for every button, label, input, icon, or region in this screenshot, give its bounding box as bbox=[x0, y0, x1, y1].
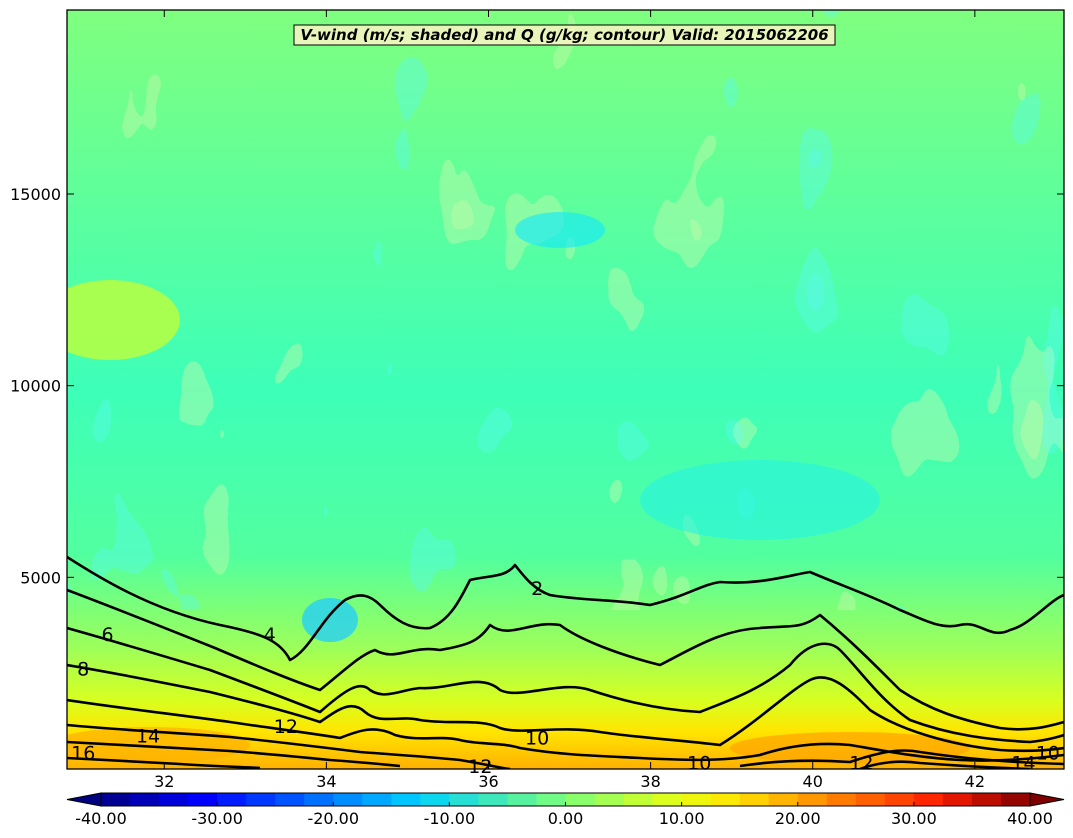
shaded-blob-cyan-mid bbox=[515, 212, 605, 248]
y-tick-label: 15000 bbox=[10, 185, 61, 204]
x-tick-label: 38 bbox=[640, 772, 660, 791]
colorbar-swatch bbox=[449, 793, 480, 806]
colorbar-swatch bbox=[391, 793, 421, 806]
colorbar-tick-label: 0.00 bbox=[548, 809, 584, 828]
contour-label: 6 bbox=[101, 624, 113, 646]
colorbar-swatch bbox=[362, 793, 392, 806]
colorbar-tick-label: -30.00 bbox=[191, 809, 243, 828]
colorbar-swatch bbox=[913, 793, 944, 806]
colorbar-swatch bbox=[507, 793, 538, 806]
colorbar-swatch bbox=[826, 793, 857, 806]
contour-label: 12 bbox=[849, 752, 873, 774]
contour-line-4 bbox=[67, 588, 1064, 731]
colorbar-swatch bbox=[159, 793, 189, 806]
colorbar-swatch bbox=[217, 793, 247, 806]
contour-label: 4 bbox=[264, 624, 276, 646]
contour-line-12 bbox=[67, 723, 1064, 769]
shaded-field bbox=[67, 10, 1064, 769]
contour-line-2 bbox=[67, 555, 1064, 662]
colorbar-swatch bbox=[797, 793, 828, 806]
contour-label: 14 bbox=[1011, 752, 1035, 774]
colorbar-tick-label: -40.00 bbox=[75, 809, 127, 828]
x-tick-label: 34 bbox=[316, 772, 336, 791]
chart-title-box: V-wind (m/s; shaded) and Q (g/kg; contou… bbox=[293, 24, 836, 46]
colorbar-extend-max bbox=[1029, 792, 1065, 807]
contour-line-16 bbox=[67, 756, 261, 769]
colorbar-swatch bbox=[971, 793, 1002, 806]
colorbar-swatch bbox=[942, 793, 973, 806]
colorbar-swatch bbox=[884, 793, 915, 806]
plot-frame bbox=[66, 9, 1065, 770]
contour-line-14 bbox=[67, 740, 1031, 769]
colorbar-swatch bbox=[594, 793, 625, 806]
shaded-mottle bbox=[67, 10, 1064, 610]
colorbar-swatch bbox=[478, 793, 509, 806]
colorbar-swatch bbox=[565, 793, 596, 806]
contour-label: 8 bbox=[77, 658, 89, 680]
contour-label: 2 bbox=[531, 578, 543, 600]
contour-lines bbox=[67, 555, 1064, 769]
contour-line-8 bbox=[67, 663, 1064, 753]
colorbar-tick-label: 40.00 bbox=[1007, 809, 1053, 828]
colorbar-swatch bbox=[130, 793, 160, 806]
x-tick-label: 40 bbox=[803, 772, 823, 791]
contour-label: 10 bbox=[525, 727, 549, 749]
colorbar-swatch bbox=[101, 793, 131, 806]
colorbar-swatch bbox=[681, 793, 712, 806]
colorbar-extend-min bbox=[66, 792, 102, 807]
chart-title: V-wind (m/s; shaded) and Q (g/kg; contou… bbox=[300, 26, 828, 44]
contour-label: 12 bbox=[468, 756, 492, 778]
x-axis: 32 34 36 38 40 42 bbox=[154, 10, 985, 791]
x-tick-label: 36 bbox=[478, 772, 498, 791]
colorbar-swatch bbox=[536, 793, 567, 806]
colorbar-tick-label: 20.00 bbox=[775, 809, 821, 828]
contour-label: 10 bbox=[1036, 743, 1060, 765]
colorbar-swatch bbox=[855, 793, 886, 806]
colorbar-swatch bbox=[1000, 793, 1031, 806]
colorbar-swatch bbox=[188, 793, 218, 806]
contour-label: 14 bbox=[136, 725, 160, 747]
colorbar-swatch bbox=[739, 793, 770, 806]
chart-title-background bbox=[293, 24, 836, 46]
colorbar-swatch bbox=[246, 793, 276, 806]
y-tick-label: 10000 bbox=[10, 377, 61, 396]
x-tick-label: 42 bbox=[965, 772, 985, 791]
contour-label: 10 bbox=[687, 752, 711, 774]
contour-line-6 bbox=[67, 626, 1064, 744]
colorbar-tick-label: 10.00 bbox=[659, 809, 705, 828]
y-tick-label: 5000 bbox=[20, 568, 61, 587]
contour-label: 16 bbox=[71, 743, 95, 765]
y-axis: 5000 10000 15000 bbox=[10, 185, 1064, 587]
colorbar-swatch bbox=[420, 793, 450, 806]
shaded-blob-yellow-west bbox=[67, 280, 180, 360]
colorbar-tick-label: -10.00 bbox=[424, 809, 476, 828]
colorbar-swatch bbox=[652, 793, 683, 806]
colorbar-swatch bbox=[275, 793, 305, 806]
colorbar-swatch bbox=[710, 793, 741, 806]
colorbar-swatch bbox=[768, 793, 799, 806]
colorbar-swatch bbox=[333, 793, 363, 806]
shaded-blob-cyan-east bbox=[640, 460, 880, 540]
colorbar-swatch bbox=[304, 793, 334, 806]
colorbar-tick-label: -20.00 bbox=[307, 809, 359, 828]
colorbar-tick-label: 30.00 bbox=[891, 809, 937, 828]
x-tick-label: 32 bbox=[154, 772, 174, 791]
colorbar: -40.00 -30.00 -20.00 -10.00 0.00 10.00 20.00 30… bbox=[66, 792, 1065, 828]
contour-label: 12 bbox=[274, 716, 298, 738]
shaded-blob-cyan-center bbox=[302, 598, 358, 642]
colorbar-swatch bbox=[623, 793, 654, 806]
